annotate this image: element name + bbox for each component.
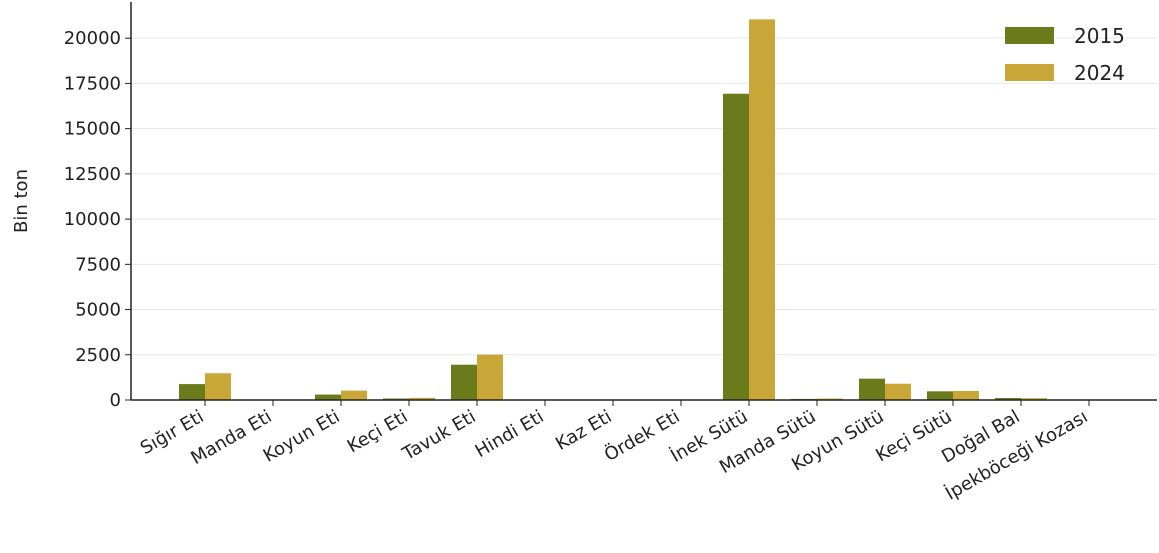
y-tick-label: 10000 (64, 209, 121, 230)
bars (179, 19, 1047, 400)
bar-2015-12 (995, 398, 1021, 400)
y-tick-labels: 0 2500 5000 7500 10000 12500 15000 17500 20000 (64, 28, 121, 411)
bar-2015-10 (859, 378, 885, 400)
gridlines (131, 37, 1157, 356)
x-tick-label: Hindi Eti (472, 406, 548, 462)
bar-2024-8 (749, 19, 775, 400)
y-tick-label: 12500 (64, 164, 121, 185)
y-tick-label: 7500 (75, 254, 121, 275)
legend-swatch-2015 (1005, 27, 1054, 44)
bar-2024-3 (409, 397, 435, 400)
bar-2015-11 (927, 391, 953, 400)
y-tick-label: 15000 (64, 119, 121, 140)
y-tick-label: 5000 (75, 300, 121, 321)
x-tick-label: Tavuk Eti (398, 406, 479, 465)
bar-2024-0 (205, 373, 231, 400)
x-tick-label: Koyun Eti (260, 406, 344, 466)
y-tick-label: 20000 (64, 28, 121, 49)
y-tick-label: 0 (110, 390, 121, 411)
bar-2015-0 (179, 384, 205, 400)
bar-2015-2 (315, 394, 341, 400)
legend-swatch-2024 (1005, 64, 1054, 81)
y-axis-label: Bin ton (11, 169, 32, 233)
bar-2024-4 (477, 354, 503, 400)
bar-2024-2 (341, 390, 367, 400)
legend-label: 2024 (1074, 61, 1125, 85)
axes (125, 2, 1157, 406)
y-tick-label: 17500 (64, 73, 121, 94)
bar-2024-12 (1021, 398, 1047, 400)
bar-2015-8 (723, 93, 749, 400)
bar-2024-11 (953, 390, 979, 400)
y-tick-label: 2500 (75, 345, 121, 366)
bar-2024-10 (885, 383, 911, 400)
legend-label: 2015 (1074, 24, 1125, 48)
bar-2015-4 (451, 364, 477, 400)
legend: 2015 2024 (1005, 24, 1125, 85)
